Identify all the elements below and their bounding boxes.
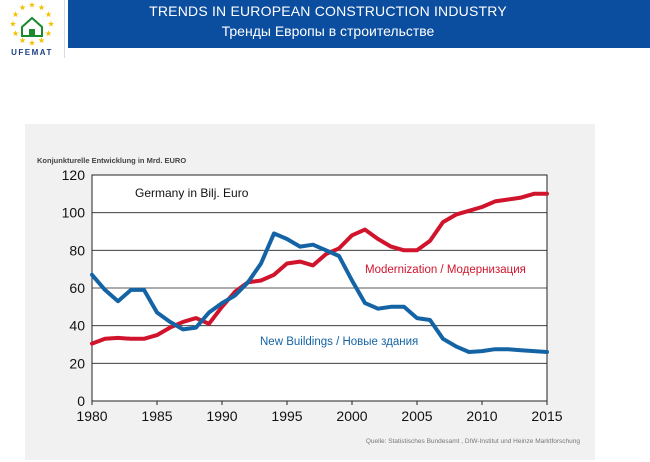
page-subtitle: Тренды Европы в строительстве	[221, 23, 435, 39]
logo: UFEMAT	[0, 0, 65, 58]
x-axis-ticks: 1980 1985 1990 1995 2000 2005 2010 2015	[76, 401, 563, 424]
star-icon	[47, 20, 55, 27]
star-icon	[19, 4, 26, 11]
star-icon	[45, 11, 52, 18]
x-tick-label: 1980	[76, 408, 107, 424]
x-tick-label: 1995	[271, 408, 302, 424]
chart-panel: Konjunkturelle Entwicklung in Mrd. EURO …	[25, 124, 595, 460]
chart-title: Konjunkturelle Entwicklung in Mrd. EURO	[37, 156, 186, 165]
logo-text: UFEMAT	[11, 48, 53, 57]
x-tick-label: 2010	[466, 408, 497, 424]
star-icon	[28, 39, 36, 46]
series-line-new-buildings	[90, 231, 549, 354]
star-icon	[19, 37, 26, 44]
y-tick-label: 40	[69, 318, 85, 334]
grid-lines	[92, 212, 547, 364]
x-tick-label: 1990	[206, 408, 237, 424]
source-note: Quelle: Statistisches Bundesamt , DIW-In…	[366, 438, 580, 445]
page-title: TRENDS IN EUROPEAN CONSTRUCTION INDUSTRY	[149, 3, 507, 19]
star-icon	[28, 1, 36, 8]
x-tick-label: 2015	[531, 408, 562, 424]
series-line-modernization	[90, 191, 549, 346]
header-bar	[68, 0, 650, 48]
star-icon	[9, 20, 17, 27]
eu-stars-house-icon	[9, 1, 55, 46]
y-tick-label: 80	[69, 242, 85, 258]
star-icon	[12, 11, 19, 18]
star-icon	[38, 37, 45, 44]
star-icon	[45, 30, 52, 37]
y-tick-label: 0	[77, 393, 85, 409]
y-tick-label: 20	[69, 355, 85, 371]
line-chart: Konjunkturelle Entwicklung in Mrd. EURO …	[37, 156, 580, 445]
inset-label: Germany in Bilj. Euro	[135, 186, 249, 200]
legend-label-new-buildings: New Buildings / Новые здания	[260, 336, 418, 348]
y-tick-label: 120	[62, 167, 86, 183]
series-lines	[90, 191, 549, 354]
x-tick-label: 1985	[141, 408, 172, 424]
y-axis-ticks: 0 20 40 60 80 100 120	[62, 167, 86, 409]
star-icon	[38, 4, 45, 11]
legend-label-modernization: Modernization / Модернизация	[365, 264, 526, 276]
x-tick-label: 2000	[336, 408, 367, 424]
star-icon	[12, 30, 19, 37]
y-tick-label: 60	[69, 280, 85, 296]
x-tick-label: 2005	[401, 408, 432, 424]
y-tick-label: 100	[62, 205, 86, 221]
